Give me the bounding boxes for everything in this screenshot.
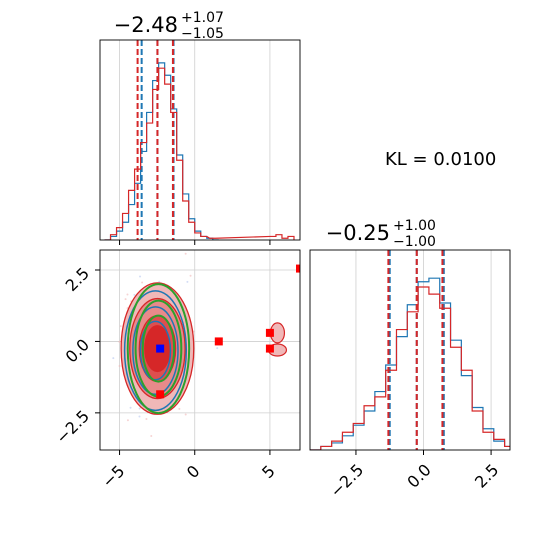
hist-series-1	[104, 67, 295, 240]
scatter-point	[126, 293, 129, 296]
scatter-point	[186, 280, 189, 283]
scatter-point	[118, 340, 121, 343]
scatter-point	[126, 419, 129, 422]
contour-blue-0	[123, 290, 188, 412]
scatter-point	[145, 418, 148, 421]
scatter-point	[184, 252, 187, 255]
panel-tl-frame	[99, 39, 301, 241]
title-bottom-right-sub: −1.00	[393, 234, 436, 250]
scatter-point	[112, 357, 115, 360]
contour-green-2	[141, 314, 176, 383]
title-top-left-value: −2.48	[114, 13, 178, 37]
panel-bottom-left-2d: −5 0 52.50.0−2.5	[52, 249, 301, 492]
scatter-point	[139, 275, 142, 278]
title-bottom-right-value: −0.25	[326, 221, 390, 245]
contour-blue-1	[132, 306, 179, 396]
scatter-point	[216, 347, 219, 350]
marker-5	[296, 264, 300, 273]
scatter-point	[189, 274, 192, 277]
scatter-point	[119, 325, 122, 328]
marker-3	[265, 328, 274, 337]
panel-top-left-histogram	[99, 39, 301, 245]
scatter-point	[133, 293, 136, 296]
scatter-point	[138, 407, 141, 410]
title-bottom-right: −0.25	[326, 221, 390, 245]
scatter-point	[184, 413, 187, 416]
scatter-point	[118, 364, 121, 367]
marker-4	[265, 344, 274, 353]
panel-br-frame	[309, 249, 511, 451]
marker-1	[156, 390, 165, 399]
bl-frame	[99, 249, 301, 451]
contour-blue-2	[139, 320, 172, 381]
hist-series-0	[104, 62, 219, 240]
scatter-point	[150, 435, 153, 438]
scatter-point	[141, 281, 144, 284]
scatter-point	[138, 415, 141, 418]
marker-2	[214, 337, 223, 346]
kl-annotation: KL = 0.0100	[385, 149, 496, 170]
scatter-point	[129, 406, 132, 409]
title-top-left: −2.48	[114, 13, 178, 37]
scatter-point	[178, 407, 181, 410]
contour-green-0	[126, 283, 191, 415]
scatter-point	[124, 298, 127, 301]
marker-0	[156, 344, 165, 353]
title-top-left-sup: +1.07	[181, 10, 224, 26]
title-top-left-sub: −1.05	[181, 26, 224, 42]
title-bottom-right-sup: +1.00	[393, 218, 436, 234]
hist-series-1	[310, 286, 510, 450]
